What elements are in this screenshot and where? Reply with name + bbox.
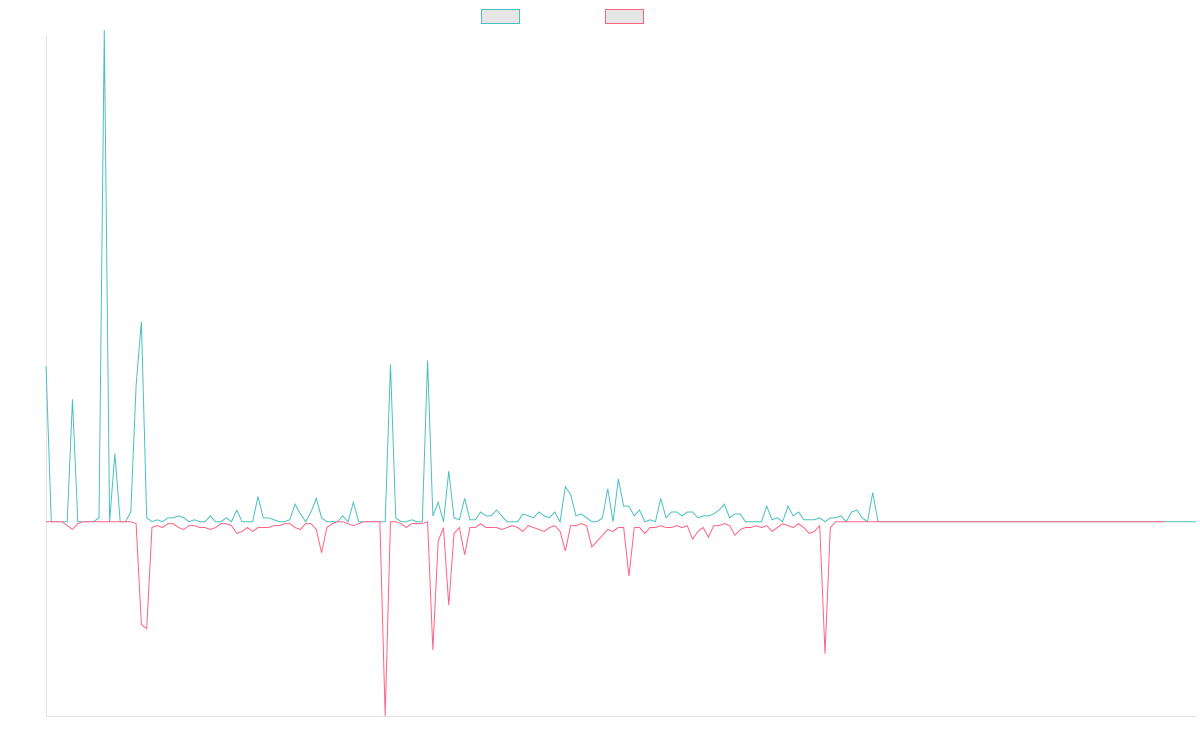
series-layer: [45, 30, 1196, 717]
legend-swatch-series-2[interactable]: [605, 9, 644, 24]
legend-swatch-series-1[interactable]: [481, 9, 520, 24]
series-line-1: [45, 30, 1196, 524]
series-line-2: [46, 521, 1165, 717]
